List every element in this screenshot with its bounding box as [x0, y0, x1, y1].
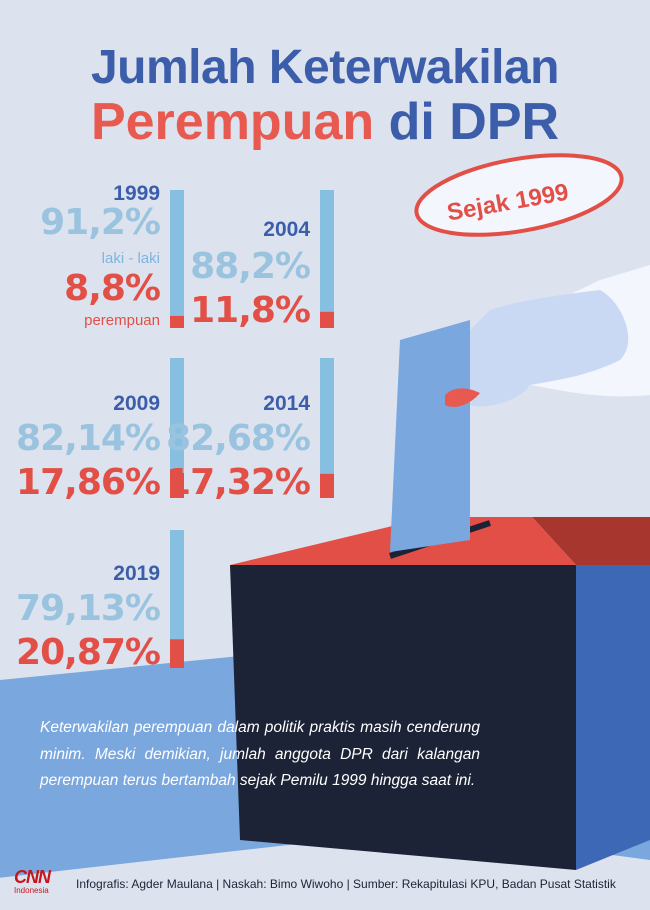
year-label: 1999 [113, 182, 160, 205]
bar-laki-1999 [170, 190, 184, 316]
laki-value-label: 91,2% [40, 202, 161, 243]
year-block-2019: 2019 79,13% 20,87% [16, 562, 161, 682]
perempuan-value-label: 17,32% [166, 462, 311, 503]
bar-laki-2004 [320, 190, 334, 312]
title-word-dpr: di DPR [388, 93, 560, 151]
bar-perempuan-2009 [170, 472, 184, 498]
bar-perempuan-2004 [320, 311, 334, 328]
ballot-box-front [230, 565, 576, 870]
bar-laki-2019 [170, 530, 184, 640]
bar-perempuan-1999 [170, 315, 184, 328]
fingernail [445, 388, 480, 407]
credit-line: Infografis: Agder Maulana | Naskah: Bimo… [76, 877, 616, 891]
perempuan-value-label: 8,8% [64, 268, 161, 309]
laki-value-label: 88,2% [190, 246, 311, 287]
box-side [576, 565, 650, 870]
year-label: 2009 [113, 392, 160, 415]
hand [470, 290, 629, 407]
perempuan-value-label: 17,86% [16, 462, 161, 503]
badge-ellipse [414, 153, 624, 237]
year-block-1999: 1999 91,2% laki - laki 8,8% perempuan [40, 182, 161, 332]
perempuan-value-label: 20,87% [16, 632, 161, 673]
bar-perempuan-2019 [170, 639, 184, 668]
laki-value-label: 82,14% [16, 418, 161, 459]
ballot-paper [390, 320, 470, 552]
bar-laki-2014 [320, 358, 334, 474]
bar-perempuan-2014 [320, 473, 334, 498]
title-word-perempuan: Perempuan [90, 93, 375, 151]
description-paragraph: Keterwakilan perempuan dalam politik pra… [40, 719, 480, 789]
perempuan-value-label: 11,8% [190, 290, 311, 331]
year-block-2009: 2009 82,14% 17,86% [16, 392, 161, 512]
year-label: 2019 [113, 562, 160, 585]
year-block-2004: 2004 88,2% 11,8% [190, 218, 311, 338]
year-label: 2014 [263, 392, 310, 415]
box-top-back [532, 517, 650, 565]
logo-sub-text: Indonesia [14, 886, 49, 895]
laki-value-label: 79,13% [16, 588, 161, 629]
title-line-1: Jumlah Keterwakilan [90, 41, 560, 94]
cnn-indonesia-logo: CNN Indonesia [14, 867, 51, 895]
year-block-2014: 2014 82,68% 17,32% [166, 392, 311, 512]
laki-value-label: 82,68% [166, 418, 311, 459]
title-line-2: Perempuan di DPR [0, 92, 650, 152]
year-label: 2004 [263, 218, 310, 241]
logo-main-text: CNN [14, 867, 51, 887]
legend-perempuan-label: perempuan [84, 312, 160, 329]
bar-laki-2009 [170, 358, 184, 473]
legend-laki-label: laki - laki [101, 250, 160, 267]
